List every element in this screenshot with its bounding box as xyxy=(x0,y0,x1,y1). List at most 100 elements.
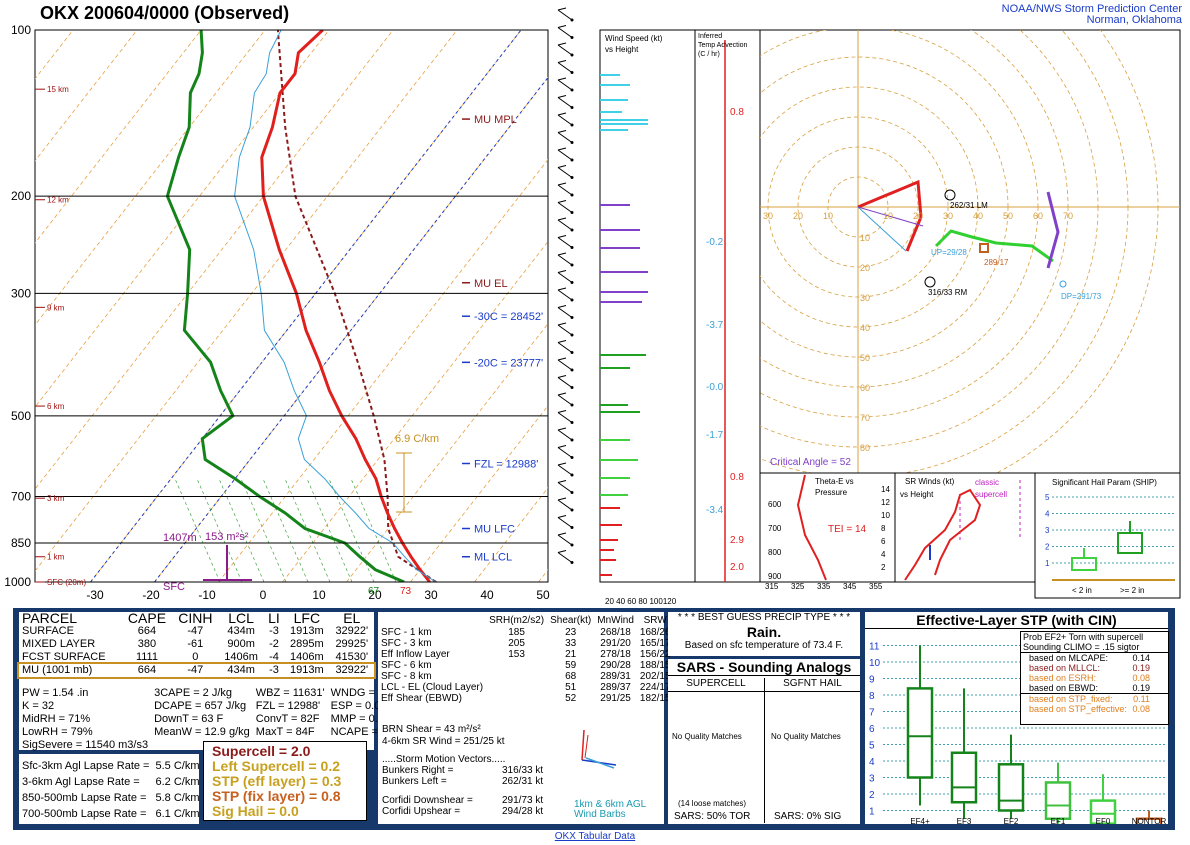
kin-cell: 185 xyxy=(508,627,525,638)
stp-prob-row: based on EBWD: 0.19 xyxy=(1021,683,1168,693)
stp-prob-label: based on EBWD: xyxy=(1029,683,1099,693)
theta-x-tick: 355 xyxy=(869,582,883,591)
barb-mini-plot xyxy=(581,729,617,769)
lapse-cell: 5.5 C/km xyxy=(155,760,200,772)
wind-barb-flag xyxy=(557,550,567,553)
stp-box xyxy=(997,763,1025,812)
wind-barb xyxy=(557,62,573,73)
skewt-diagram: 100 200 300 500 700 850 1000 -30 -20 -10 0 10 20 30 40… xyxy=(4,7,574,602)
index-cell: DCAPE = 657 J/kg xyxy=(154,700,247,712)
wind-barb-flag xyxy=(557,25,567,28)
hodo-x-tick: 60 xyxy=(1033,211,1043,221)
stp-y-tick: 2 xyxy=(869,790,875,801)
kin-row: SFC - 3 km 205 33 291/20 165/17 xyxy=(378,638,674,649)
kin-cell xyxy=(486,671,547,682)
parcel-cell: 2895m xyxy=(290,638,324,650)
index-cell: FZL = 12988' xyxy=(255,700,321,712)
storm-motion-title: .....Storm Motion Vectors..... xyxy=(382,754,506,765)
wind-barb-dot xyxy=(570,526,574,529)
wind-barb-dot xyxy=(570,123,574,127)
isotherm xyxy=(35,30,394,490)
tabular-data-link[interactable]: OKX Tabular Data xyxy=(554,831,636,842)
lapse-cell: 3-6km Agl Lapse Rate = xyxy=(22,776,140,788)
index-cell: MidRH = 71% xyxy=(22,713,91,725)
ship-frame xyxy=(1034,472,1181,599)
stp-y-tick: 4 xyxy=(869,757,875,768)
temp-label: 10 xyxy=(312,588,326,602)
theta-x-tick: 315 xyxy=(765,582,779,591)
wind-barb-flag xyxy=(557,165,567,168)
index-cell: MaxT = 84F xyxy=(255,726,315,738)
lapse-cell: 850-500mb Lapse Rate = xyxy=(22,792,147,804)
ship-y-tick: 2 xyxy=(1045,543,1050,552)
index-cell: ConvT = 82F xyxy=(255,713,320,725)
sars-nq2: No Quality Matches xyxy=(771,732,841,741)
parcel-header: LCL xyxy=(228,610,254,626)
wind-barb xyxy=(557,9,573,21)
parcel-header: CINH xyxy=(178,610,213,626)
wind-barb xyxy=(557,359,573,371)
index-cell: MMP = 0.69 xyxy=(330,713,391,725)
lapse-cell: 700-500mb Lapse Rate = xyxy=(22,808,147,820)
theta-title-1: Theta-E vs xyxy=(815,477,854,486)
hodo-x-tick: 30 xyxy=(943,211,953,221)
sfc-temp: 73 xyxy=(400,586,412,597)
hodo-ring-label: 50 xyxy=(860,353,870,363)
wind-ticks: 20 40 60 80 100120 xyxy=(605,597,677,606)
kin-cell: 156/22 xyxy=(639,649,671,660)
stp-prob-label: based on MLLCL: xyxy=(1029,663,1101,673)
height-label: 12 km xyxy=(47,196,69,205)
parcel-cell: -61 xyxy=(187,638,204,650)
wind-barb xyxy=(557,27,573,38)
height-label: 9 km xyxy=(47,303,65,312)
hodo-ring-label: 80 xyxy=(860,443,870,453)
level-label: -30C = 28452' xyxy=(474,311,543,323)
precip-type-panel: * * * BEST GUESS PRECIP TYPE * * * Rain.… xyxy=(668,612,860,656)
lapse-rate-table: Sfc-3km Agl Lapse Rate = 5.5 C/km 3-6km Ag… xyxy=(19,754,200,824)
index-cell: LowRH = 79% xyxy=(22,726,93,738)
right-mover-marker xyxy=(924,276,936,288)
stp-prob1: Prob EF2+ Torn with supercell xyxy=(1023,632,1144,642)
kin-cell: 33 xyxy=(565,638,577,649)
parcel-cell: 0 xyxy=(192,651,199,663)
wind-barb-dot xyxy=(570,228,574,232)
composite-index: Left Supercell = 0.2 xyxy=(212,758,340,774)
wind-barb-flag xyxy=(557,515,567,518)
pressure-label: 300 xyxy=(11,286,31,300)
wind-barb-dot xyxy=(570,298,574,302)
organization: NOAA/NWS Storm Prediction Center Norman,… xyxy=(1002,4,1182,26)
parcel-cell: 32922' xyxy=(335,625,369,637)
stp-prob-value: 0.11 xyxy=(1133,694,1150,704)
wind-barb-dot xyxy=(570,88,574,92)
hodo-inflow xyxy=(857,206,907,252)
stp-cat: NONTOR xyxy=(1132,817,1167,824)
ship-y-tick: 4 xyxy=(1045,510,1050,519)
theta-e-trace xyxy=(796,474,827,581)
parcel-cell: -3 xyxy=(269,625,279,637)
wind-barb xyxy=(557,517,573,528)
ship-title: Significant Hail Param (SHIP) xyxy=(1052,478,1157,487)
isotherm xyxy=(282,240,548,582)
bottom-panels: PARCEL CAPE CINH LCL LI LFC EL SURFACE 664 -47 434… xyxy=(13,608,1175,830)
hodo-ring-label: 30 xyxy=(860,293,870,303)
kin-cell: 153 xyxy=(508,649,525,660)
height-label: 3 km xyxy=(47,494,65,503)
isotherm xyxy=(35,30,138,162)
hodo-up: UP=29/28 xyxy=(931,248,967,257)
hodo-ring-label: 40 xyxy=(860,323,870,333)
hodo-shear xyxy=(857,206,924,227)
wind-barb-dot xyxy=(570,508,574,512)
sfc-label: SFC xyxy=(163,581,185,593)
ship-cat: >= 2 in xyxy=(1120,586,1144,595)
stp-box xyxy=(1089,799,1117,824)
hodo-x-tick: 10 xyxy=(823,211,833,221)
kin-header: Shear(kt) xyxy=(550,615,592,626)
srw-y-tick: 6 xyxy=(881,537,886,546)
temp-label: 30 xyxy=(424,588,438,602)
pressure-label: 200 xyxy=(11,189,31,203)
hodo-x-tick: 40 xyxy=(973,211,983,221)
kin-header: MnWind xyxy=(597,615,634,626)
stp-prob-value: 0.14 xyxy=(1132,653,1150,663)
kin-cell: 290/28 xyxy=(600,660,631,671)
skewt-clip xyxy=(35,30,548,582)
